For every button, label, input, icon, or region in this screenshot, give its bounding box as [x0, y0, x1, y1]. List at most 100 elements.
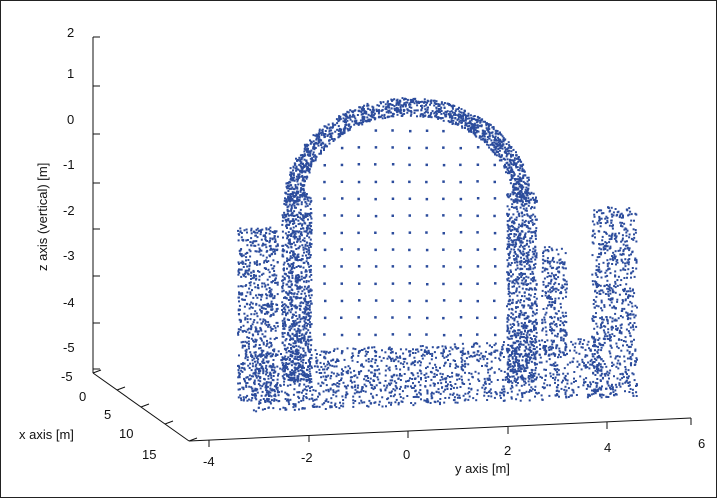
point [531, 323, 533, 325]
point [578, 338, 580, 340]
point [331, 138, 333, 140]
point [361, 363, 363, 365]
point [518, 159, 520, 161]
point [275, 399, 277, 401]
point [409, 355, 411, 357]
point [527, 254, 529, 256]
y-tick-label: 6 [698, 436, 705, 451]
point [259, 263, 261, 265]
point [307, 154, 309, 156]
point [458, 116, 460, 118]
point [374, 375, 376, 377]
point [298, 223, 300, 225]
point [489, 383, 491, 385]
point [298, 370, 300, 372]
point [341, 395, 343, 397]
point [269, 315, 271, 317]
point [302, 214, 304, 216]
point [294, 162, 296, 164]
point [421, 355, 423, 357]
point [244, 306, 246, 308]
point [511, 177, 513, 179]
point [291, 272, 293, 274]
point [288, 281, 290, 283]
point [528, 251, 530, 253]
point [328, 131, 330, 133]
point [526, 207, 528, 209]
point [287, 356, 289, 358]
point [316, 156, 318, 158]
point [351, 116, 353, 118]
point [471, 373, 473, 375]
point [274, 249, 276, 251]
point [330, 360, 332, 362]
point [309, 276, 311, 278]
point [429, 385, 431, 387]
point [301, 244, 303, 246]
point [422, 358, 424, 360]
point [450, 115, 452, 117]
point [436, 347, 438, 349]
point [306, 230, 308, 232]
point [533, 207, 535, 209]
point [390, 112, 392, 114]
point [415, 349, 417, 351]
point [411, 100, 413, 102]
point [256, 368, 258, 370]
point [425, 400, 427, 402]
point [283, 212, 285, 214]
point [528, 378, 530, 380]
point [526, 257, 528, 259]
point [523, 336, 525, 338]
point [534, 342, 536, 344]
point [298, 346, 300, 348]
point [528, 294, 530, 296]
point [286, 257, 288, 259]
point [512, 347, 514, 349]
point [506, 213, 508, 215]
point [365, 391, 367, 393]
point [295, 219, 297, 221]
point [532, 273, 534, 275]
point [517, 169, 519, 171]
point [513, 342, 515, 344]
point [301, 201, 303, 203]
point [303, 252, 305, 254]
z-tick-label: 1 [67, 66, 74, 81]
point [310, 312, 312, 314]
point [301, 378, 303, 380]
point [255, 341, 257, 343]
point [507, 265, 509, 267]
point [309, 371, 311, 373]
point [338, 133, 340, 135]
point [368, 370, 370, 372]
point [490, 139, 492, 141]
point [481, 124, 483, 126]
point [309, 203, 311, 205]
point [261, 361, 263, 363]
point [365, 380, 367, 382]
point [425, 377, 427, 379]
point [295, 351, 297, 353]
point [521, 186, 523, 188]
point [293, 346, 295, 348]
point [321, 134, 323, 136]
point [269, 401, 271, 403]
point [390, 358, 392, 360]
point [310, 165, 312, 167]
point [528, 205, 530, 207]
point [370, 384, 372, 386]
point [324, 133, 326, 135]
point [305, 322, 307, 324]
point [549, 384, 551, 386]
point [442, 345, 444, 347]
point [360, 370, 362, 372]
point [494, 397, 496, 399]
point [550, 364, 552, 366]
point [449, 376, 451, 378]
point [527, 188, 529, 190]
point [401, 115, 403, 117]
point [409, 106, 411, 108]
point [470, 114, 472, 116]
point [506, 155, 508, 157]
